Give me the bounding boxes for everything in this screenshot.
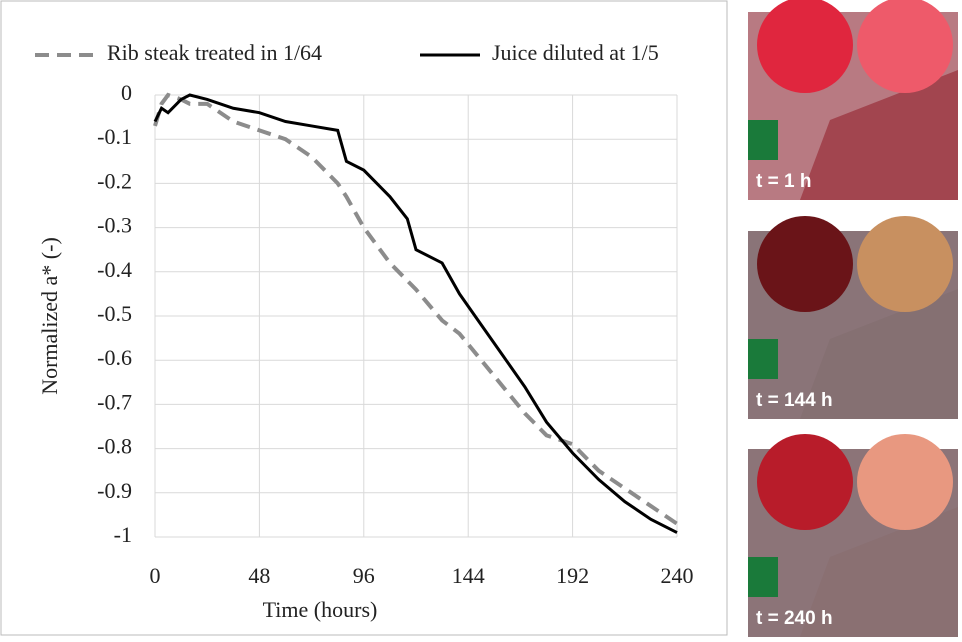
y-tick-label: -0.7 (97, 389, 132, 414)
y-tick-label: -0.4 (97, 257, 132, 282)
y-tick-label: -1 (114, 522, 132, 547)
y-tick-label: -0.6 (97, 345, 132, 370)
x-tick-label: 0 (150, 563, 161, 588)
photo: t = 240 h (748, 434, 958, 637)
legend-label: Rib steak treated in 1/64 (107, 40, 322, 65)
photo-label: t = 240 h (756, 608, 833, 629)
x-tick-label: 48 (248, 563, 270, 588)
x-tick-label: 144 (452, 563, 485, 588)
photo-label: t = 1 h (756, 171, 811, 192)
x-tick-label: 192 (556, 563, 589, 588)
x-axis-title: Time (hours) (263, 597, 378, 622)
legend-label: Juice diluted at 1/5 (492, 40, 659, 65)
x-tick-label: 240 (661, 563, 694, 588)
series-line (153, 93, 678, 534)
y-tick-label: -0.1 (97, 124, 132, 149)
y-tick-label: -0.3 (97, 213, 132, 238)
y-tick-label: -0.5 (97, 301, 132, 326)
y-tick-label: -0.2 (97, 168, 132, 193)
x-tick-label: 96 (353, 563, 375, 588)
photo: t = 144 h (748, 216, 958, 419)
photo: t = 1 h (748, 0, 958, 200)
y-axis-title: Normalized a* (-) (37, 237, 62, 395)
y-tick-label: -0.9 (97, 478, 132, 503)
photo-label: t = 144 h (756, 390, 833, 411)
y-tick-label: 0 (121, 80, 132, 105)
y-tick-label: -0.8 (97, 434, 132, 459)
